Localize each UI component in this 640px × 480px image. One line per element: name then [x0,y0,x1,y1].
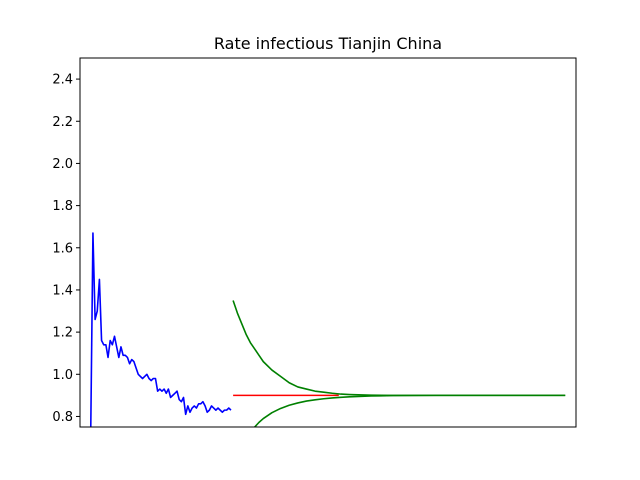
y-axis: 0.8 1.0 1.2 1.4 1.6 1.8 2.0 2.2 2.4 [52,73,80,425]
y-tick-label: 2.0 [52,157,73,172]
y-tick-label: 1.4 [52,283,73,298]
y-tick-label: 1.0 [52,368,73,383]
y-tick-label: 2.4 [52,73,73,88]
plot-frame [79,57,577,428]
series-line-4 [254,394,566,427]
y-tick-label: 2.2 [52,115,73,130]
y-tick-label: 1.8 [52,199,73,214]
series-line-1 [89,232,232,427]
y-tick-label: 1.6 [52,241,73,256]
series-line-3 [232,300,566,397]
chart-title: Rate infectious Tianjin China [214,34,442,53]
y-tick-label: 0.8 [52,410,73,425]
series-layer [89,232,566,427]
y-tick-label: 1.2 [52,326,73,341]
